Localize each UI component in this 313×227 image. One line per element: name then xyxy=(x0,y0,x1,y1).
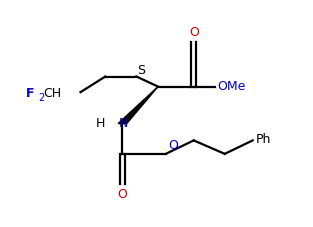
Text: S: S xyxy=(138,64,146,76)
Text: O: O xyxy=(117,188,127,201)
Text: F: F xyxy=(26,87,35,100)
Text: CH: CH xyxy=(43,87,61,100)
Text: 2: 2 xyxy=(38,94,44,104)
Text: O: O xyxy=(169,139,178,152)
Polygon shape xyxy=(118,86,158,123)
Text: OMe: OMe xyxy=(217,80,245,93)
Text: O: O xyxy=(189,26,199,39)
Text: H: H xyxy=(96,117,105,130)
Text: N: N xyxy=(119,117,128,130)
Text: Ph: Ph xyxy=(256,133,271,146)
